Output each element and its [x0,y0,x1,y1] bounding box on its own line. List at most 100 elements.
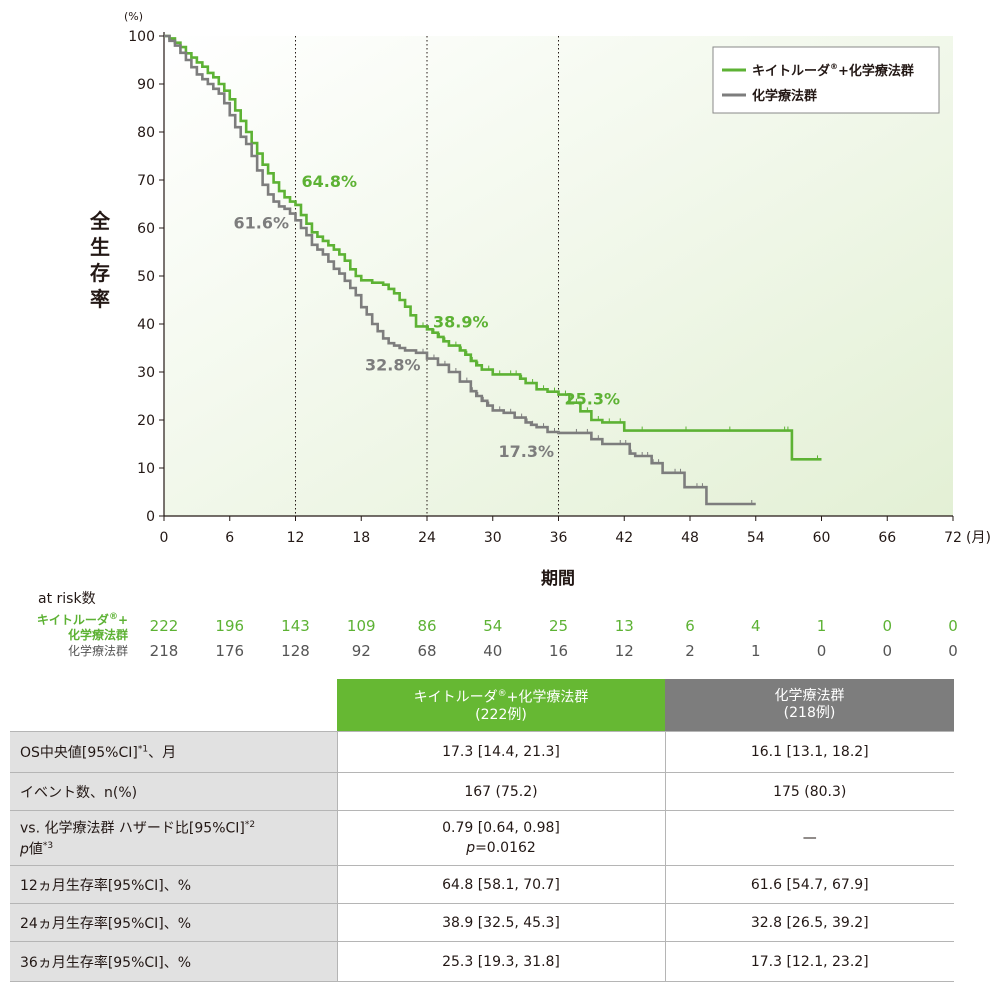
percent-annotation: 61.6% [234,213,290,232]
at-risk-value-group1: 0 [882,617,893,635]
x-tick-label: 42 [615,530,633,546]
x-tick-label: 54 [747,530,765,546]
row-value-pembro: 64.8 [58.1, 70.7] [336,865,665,904]
x-tick-label: 66 [878,530,896,546]
row-label: 36ヵ月生存率[95%CI]、% [10,941,337,982]
percent-annotation: 17.3% [499,442,555,461]
y-tick-label: 80 [137,125,155,141]
row-value-chemo: 32.8 [26.5, 39.2] [664,903,954,942]
x-tick-label: 6 [225,530,234,546]
y-tick-label: 60 [137,221,155,237]
x-unit-label: (月) [966,530,991,546]
at-risk-value-group2: 16 [548,642,569,660]
row-value-chemo: 17.3 [12.1, 23.2] [664,941,954,982]
header-pembro-chemo: キイトルーダ®+化学療法群 (222例) [337,679,665,732]
x-axis-title: 期間 [541,569,575,589]
axes: 0 10 20 30 40 50 60 70 80 90 100 0 6 12 18 24 30 36 42 48 54… [128,29,962,546]
row-label: vs. 化学療法群 ハザード比[95%CI]*2 p値*3 [10,810,337,866]
at-risk-value-group1: 0 [948,617,958,635]
at-risk-value-group1: 6 [685,617,695,635]
row-value-chemo: 16.1 [13.1, 18.2] [664,731,954,773]
results-table: キイトルーダ®+化学療法群 (222例) 化学療法群 (218例) OS中央値[95… [10,679,954,982]
at-risk-title: at risk数 [38,591,96,607]
at-risk-value-group2: 0 [816,642,827,660]
y-tick-label: 10 [137,461,155,477]
at-risk-value-group2: 1 [750,642,761,660]
y-tick-label: 50 [137,269,155,285]
at-risk-value-group2: 128 [281,642,310,660]
at-risk-value-group1: 1 [816,617,827,635]
labels-group: 64.8% 61.6% 38.9% 32.8% 25.3% 17.3% [234,172,621,461]
y-tick-label: 30 [137,365,155,381]
x-tick-label: 18 [352,530,370,546]
row-label: イベント数、n(%) [10,772,337,811]
at-risk-value-group1: 13 [614,617,634,635]
y-axis-title: 全生存率 [89,209,111,311]
at-risk-value-group1: 25 [548,617,569,635]
at-risk-label-group1: キイトルーダ®+ 化学療法群 [36,612,128,642]
x-tick-label: 36 [550,530,568,546]
percent-annotation: 38.9% [433,312,489,331]
row-value-pembro: 17.3 [14.4, 21.3] [336,731,665,773]
x-tick-label: 24 [418,530,436,546]
table-row: OS中央値[95%CI]*1、月 17.3 [14.4, 21.3] 16.1 … [10,731,954,773]
at-risk-value-group1: 54 [483,617,503,635]
at-risk-value-group1: 196 [215,617,245,635]
y-tick-label: 0 [146,509,155,525]
y-tick-label: 20 [137,413,155,429]
row-value-pembro: 38.9 [32.5, 45.3] [336,903,665,942]
at-risk-value-group1: 143 [281,617,310,635]
table-row: vs. 化学療法群 ハザード比[95%CI]*2 p値*3 0.79 [0.64,… [10,810,954,866]
y-tick-label: 70 [137,173,155,189]
at-risk-value-group2: 2 [685,642,695,660]
at-risk-value-group2: 68 [417,642,437,660]
x-tick-label: 60 [813,530,831,546]
header-empty-cell [10,679,337,732]
table-header-row: キイトルーダ®+化学療法群 (222例) 化学療法群 (218例) [10,679,954,732]
at-risk-value-group2: 0 [948,642,958,660]
survival-chart: 0 10 20 30 40 50 60 70 80 90 100 0 6 12 18 24 30 36 42 48 54… [89,10,991,589]
at-risk-value-group2: 92 [351,642,371,660]
row-label: 24ヵ月生存率[95%CI]、% [10,903,337,942]
at-risk-value-group2: 218 [149,642,179,660]
y-tick-label: 90 [137,77,155,93]
at-risk-label-group2: 化学療法群 [67,644,128,658]
at-risk-value-group2: 0 [882,642,893,660]
series-line-2 [164,34,756,506]
row-value-pembro: 25.3 [19.3, 31.8] [336,941,665,982]
at-risk-value-group1: 109 [346,617,376,635]
legend-label-green: キイトルーダ®+化学療法群 [752,62,914,79]
y-tick-label: 100 [128,29,155,45]
table-row: 36ヵ月生存率[95%CI]、% 25.3 [19.3, 31.8] 17.3 … [10,941,954,982]
x-tick-label: 0 [160,530,169,546]
y-unit-label: (%) [124,10,143,23]
table-row: 24ヵ月生存率[95%CI]、% 38.9 [32.5, 45.3] 32.8 … [10,903,954,942]
legend-box [712,46,940,114]
at-risk-value-group2: 176 [215,642,245,660]
row-value-chemo: 61.6 [54.7, 67.9] [664,865,954,904]
row-value-pembro: 167 (75.2) [336,772,665,811]
at-risk-value-group2: 40 [483,642,503,660]
at-risk-value-group1: 4 [750,617,761,635]
y-tick-label: 40 [137,317,155,333]
table-row: イベント数、n(%) 167 (75.2) 175 (80.3) [10,772,954,811]
table-row: 12ヵ月生存率[95%CI]、% 64.8 [58.1, 70.7] 61.6 … [10,865,954,904]
row-value-chemo: — [664,810,954,866]
at-risk-value-group1: 86 [417,617,437,635]
percent-annotation: 32.8% [365,356,421,375]
legend: キイトルーダ®+化学療法群 化学療法群 [712,46,940,114]
legend-label-gray: 化学療法群 [752,88,817,104]
percent-annotation: 64.8% [302,172,358,191]
row-label: 12ヵ月生存率[95%CI]、% [10,865,337,904]
percent-annotation: 25.3% [565,390,621,409]
x-tick-label: 12 [287,530,305,546]
row-label: OS中央値[95%CI]*1、月 [10,731,337,773]
x-tick-label: 48 [681,530,699,546]
at-risk-value-group2: 12 [614,642,634,660]
x-tick-label: 72 [944,530,962,546]
row-value-pembro: 0.79 [0.64, 0.98] p=0.0162 [336,810,665,866]
header-chemo: 化学療法群 (218例) [665,679,954,732]
series-group [164,34,822,506]
reference-lines [295,36,559,516]
x-tick-label: 30 [484,530,502,546]
